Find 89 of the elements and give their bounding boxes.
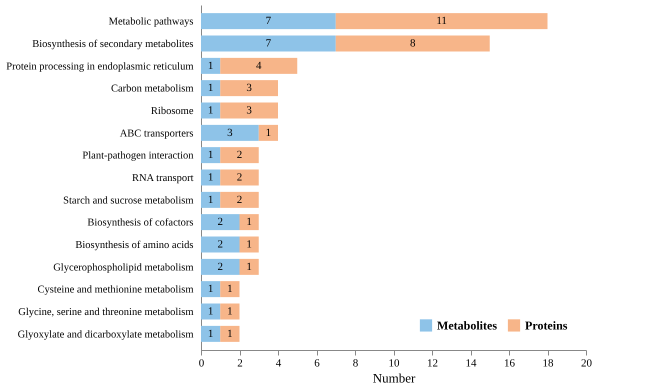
bar [220, 80, 278, 96]
bar [201, 170, 220, 186]
bar [220, 192, 259, 208]
data-label: 1 [208, 172, 214, 184]
data-label: 1 [208, 149, 214, 162]
x-tick-label: 18 [542, 358, 554, 370]
bar [201, 304, 220, 320]
data-label: 1 [227, 306, 233, 318]
y-tick-label: Plant-pathogen interaction [82, 150, 194, 162]
x-axis-title: Number [372, 370, 416, 384]
bar [220, 58, 298, 74]
data-label: 1 [208, 194, 214, 206]
data-label: 7 [266, 15, 272, 28]
bar [220, 147, 259, 164]
y-tick-label: Biosynthesis of amino acids [75, 240, 194, 251]
data-label: 1 [246, 260, 252, 273]
bar [201, 36, 336, 52]
bar [201, 147, 220, 164]
bar [201, 258, 240, 275]
x-tick-label: 10 [388, 358, 400, 370]
data-label: 2 [236, 149, 242, 162]
bar [258, 124, 278, 141]
data-label: 1 [208, 82, 214, 94]
y-tick-label: Ribosome [150, 106, 194, 117]
data-label: 1 [266, 126, 272, 139]
y-tick-label: Cysteine and methionine metabolism [37, 284, 194, 296]
bar [220, 281, 240, 298]
data-label: 3 [246, 104, 252, 116]
data-label: 1 [246, 238, 252, 250]
x-tick-label: 2 [237, 358, 243, 370]
data-label: 4 [256, 60, 262, 72]
x-tick-label: 16 [504, 358, 516, 370]
data-label: 1 [208, 104, 214, 116]
bar [201, 124, 259, 141]
bar [220, 304, 240, 320]
y-tick-label: Glycerophospholipid metabolism [53, 262, 194, 274]
bar [201, 214, 240, 230]
bar [201, 281, 220, 298]
bar [201, 102, 220, 118]
y-tick-label: Protein processing in endoplasmic reticulum [6, 61, 194, 72]
data-label: 1 [227, 328, 233, 340]
bar [240, 258, 259, 275]
data-label: 1 [227, 283, 233, 296]
x-tick-label: 6 [314, 358, 320, 370]
data-label: 1 [208, 283, 214, 296]
legend-label: Proteins [525, 318, 568, 332]
bar [201, 192, 220, 208]
y-tick-label: Metabolic pathways [108, 16, 194, 28]
x-tick-label: 20 [581, 358, 592, 370]
y-tick-label: Biosynthesis of secondary metabolites [32, 39, 194, 50]
data-label: 2 [218, 238, 223, 250]
legend-label: Metabolites [437, 318, 498, 332]
y-tick-label: ABC transporters [120, 128, 194, 140]
y-tick-label: Carbon metabolism [110, 84, 194, 95]
bar [201, 58, 220, 74]
data-label: 1 [208, 328, 214, 340]
data-label: 2 [218, 260, 223, 273]
y-tick-label: Biosynthesis of cofactors [87, 218, 194, 229]
x-tick-label: 14 [466, 358, 477, 370]
data-label: 8 [410, 38, 416, 50]
data-label: 3 [246, 82, 252, 94]
data-label: 1 [208, 60, 214, 72]
bar [201, 13, 336, 30]
x-tick-label: 0 [198, 358, 205, 370]
x-tick-label: 8 [352, 358, 359, 370]
bar [240, 236, 259, 252]
bar [220, 170, 259, 186]
data-label: 1 [208, 306, 214, 318]
bar [201, 80, 220, 96]
bar [201, 236, 240, 252]
data-label: 2 [218, 216, 223, 228]
data-label: 1 [246, 216, 252, 228]
bar [336, 36, 490, 52]
data-label: 7 [266, 38, 272, 50]
bar [240, 214, 259, 230]
bar [201, 326, 220, 342]
bar [220, 102, 278, 118]
y-tick-label: Glyoxylate and dicarboxylate metabolism [18, 329, 194, 340]
data-label: 3 [227, 126, 234, 139]
y-tick-label: RNA transport [132, 173, 194, 184]
y-tick-label: Starch and sucrose metabolism [63, 195, 194, 206]
x-tick-label: 12 [427, 358, 438, 370]
data-label: 2 [236, 172, 242, 184]
data-label: 2 [236, 194, 242, 206]
data-label: 11 [436, 15, 447, 28]
bar [220, 326, 240, 342]
x-tick-label: 4 [276, 358, 282, 370]
y-tick-label: Glycine, serine and threonine metabolism [18, 307, 194, 318]
bar [336, 13, 548, 30]
